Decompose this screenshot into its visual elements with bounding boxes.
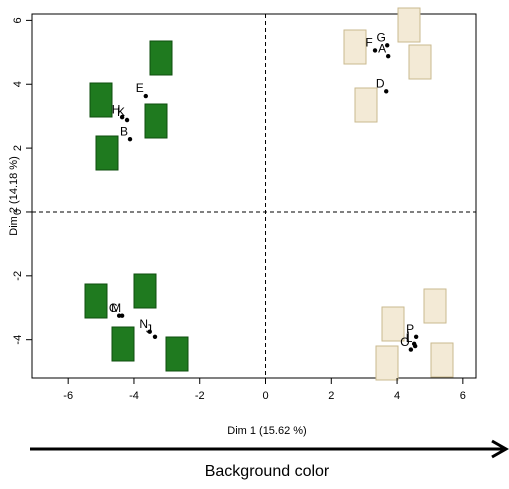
point	[373, 48, 377, 52]
point-label: G	[377, 30, 386, 44]
point	[384, 89, 388, 93]
point	[414, 335, 418, 339]
x-tick-label: -2	[195, 390, 205, 402]
point	[144, 94, 148, 98]
point	[386, 54, 390, 58]
point-label: K	[117, 105, 125, 119]
point	[413, 344, 417, 348]
y-axis-label: Dim 2 (14.18 %)	[8, 156, 20, 235]
x-tick-label: -6	[63, 390, 73, 402]
x-tick-label: -4	[129, 390, 139, 402]
x-tick-label: 2	[328, 390, 334, 402]
y-tick-label: 0	[12, 209, 24, 215]
chart: Dim 1 (15.62 %) Dim 2 (14.18 %) Backgrou…	[0, 0, 509, 484]
point	[128, 137, 132, 141]
x-tick-label: 0	[262, 390, 268, 402]
point-label: F	[365, 36, 372, 50]
y-tick-label: 2	[12, 145, 24, 151]
x-tick-label: 4	[394, 390, 400, 402]
x-axis-label: Dim 1 (15.62 %)	[227, 425, 306, 437]
point	[153, 335, 157, 339]
point	[125, 118, 129, 122]
y-tick-label: 6	[12, 17, 24, 23]
point-label: O	[400, 335, 409, 349]
point-label: N	[139, 317, 148, 331]
point-label: D	[376, 76, 385, 90]
y-tick-label: -2	[12, 271, 24, 281]
x-tick-label: 6	[460, 390, 466, 402]
point	[148, 330, 152, 334]
caption: Background color	[205, 463, 330, 480]
y-tick-label: -4	[12, 335, 24, 345]
point-label: E	[136, 81, 144, 95]
point-label: M	[111, 301, 121, 315]
point-label: P	[406, 322, 414, 336]
point-label: B	[120, 124, 128, 138]
y-tick-label: 4	[12, 81, 24, 87]
